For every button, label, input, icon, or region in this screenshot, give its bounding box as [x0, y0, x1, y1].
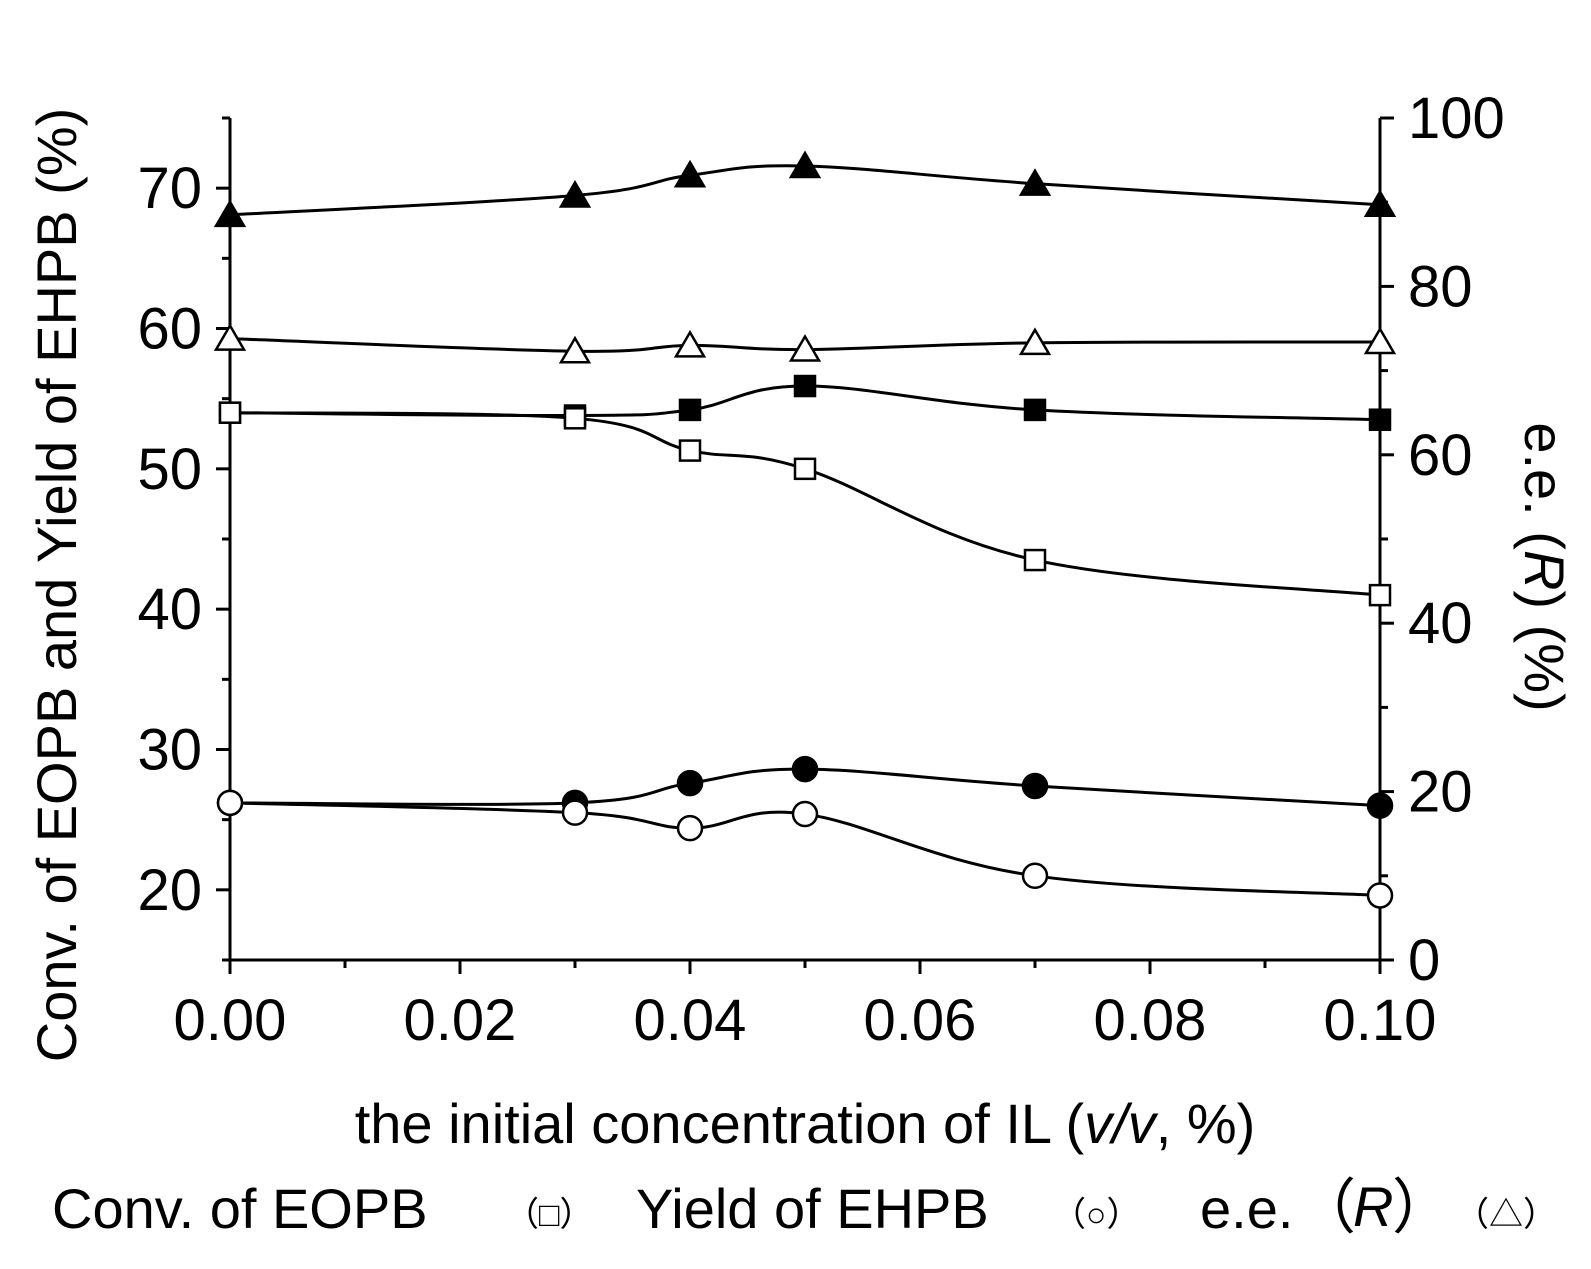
x-tick-label: 0.06	[864, 988, 977, 1053]
axes	[228, 118, 1382, 962]
series-markers	[213, 150, 1397, 909]
data-point-square-filled	[1023, 398, 1047, 422]
legend-ee-symbol: （△）	[1455, 1196, 1557, 1234]
legend-yield-symbol: （○）	[1052, 1196, 1141, 1234]
x-axis-title-prefix: the initial concentration of IL (	[355, 1092, 1085, 1155]
series-line-triangle-open	[229, 337, 1381, 353]
data-point-triangle-filled	[213, 199, 247, 228]
y-left-axis-title: Conv. of EOPB and Yield of EHPB (%)	[25, 108, 88, 1063]
x-axis-title: the initial concentration of IL (v/v, %)	[355, 1092, 1256, 1155]
tick-labels: 0.00 0.02 0.04 0.06 0.08 0.10 20 30 40 50 60 70 0 20 4…	[137, 86, 1504, 1053]
y-left-tick-label: 50	[137, 437, 202, 502]
data-point-square-filled	[678, 398, 702, 422]
series-line-square-open	[229, 411, 1381, 597]
data-point-circle-open	[791, 800, 819, 828]
series-line-circle-open	[229, 801, 1381, 897]
data-point-square-open	[1023, 548, 1047, 572]
y-left-tick-label: 70	[137, 156, 202, 221]
x-tick-label: 0.02	[404, 988, 517, 1053]
data-point-triangle-open	[1363, 326, 1397, 355]
data-point-triangle-filled	[673, 159, 707, 188]
data-point-circle-filled	[1021, 772, 1049, 800]
legend-yield-label: Yield of EHPB	[636, 1177, 989, 1240]
series-line-triangle-filled	[229, 164, 1381, 217]
data-point-circle-filled	[791, 755, 819, 783]
data-point-circle-filled	[676, 769, 704, 797]
data-point-circle-filled	[1366, 792, 1394, 819]
y-right-tick-label: 0	[1408, 928, 1440, 993]
legend-ee-label: e.e.	[1200, 1177, 1293, 1240]
data-point-circle-open	[216, 789, 244, 817]
legend-conv-label: Conv. of EOPB	[52, 1177, 428, 1240]
tick-marks	[216, 116, 1394, 974]
data-point-square-open	[218, 401, 242, 424]
data-point-circle-open	[1366, 882, 1394, 909]
series-lines	[229, 164, 1381, 897]
data-point-square-filled	[1368, 408, 1392, 431]
data-point-triangle-filled	[1018, 168, 1052, 196]
data-point-square-open	[1368, 583, 1392, 607]
y-right-tick-label: 20	[1408, 760, 1473, 825]
x-axis-title-italic: v/v	[1084, 1092, 1159, 1155]
data-point-circle-open	[1021, 862, 1049, 890]
legend: Conv. of EOPB （□） Yield of EHPB （○） e.e.…	[52, 1174, 1557, 1241]
data-point-triangle-filled	[1363, 189, 1397, 217]
series-line-circle-filled	[229, 767, 1381, 808]
y-right-axis-title: e.e. (R) (%)	[1513, 422, 1576, 711]
legend-conv-symbol: （□）	[505, 1196, 594, 1234]
y-left-tick-label: 30	[137, 718, 202, 783]
legend-ee-close: ）	[1392, 1174, 1452, 1241]
data-point-triangle-open	[558, 335, 592, 364]
data-point-circle-open	[676, 814, 704, 842]
y-left-tick-label: 60	[137, 297, 202, 362]
data-point-triangle-open	[1018, 327, 1052, 356]
x-tick-label: 0.00	[174, 988, 287, 1053]
y-right-tick-label: 60	[1408, 423, 1473, 488]
data-point-triangle-open	[213, 323, 247, 351]
x-tick-label: 0.10	[1324, 988, 1437, 1053]
x-axis-title-suffix: , %)	[1156, 1092, 1256, 1155]
data-point-triangle-open	[673, 329, 707, 358]
data-point-triangle-filled	[788, 150, 822, 179]
y-left-tick-label: 20	[137, 858, 202, 923]
data-point-square-filled	[793, 374, 817, 398]
data-point-triangle-open	[788, 334, 822, 362]
x-tick-label: 0.04	[634, 988, 747, 1053]
y-left-tick-label: 40	[137, 577, 202, 642]
y-right-tick-label: 80	[1408, 254, 1473, 319]
data-point-triangle-filled	[558, 179, 592, 208]
legend-ee-italic: R	[1353, 1175, 1393, 1238]
y-right-tick-label: 100	[1408, 86, 1505, 151]
data-point-circle-open	[561, 799, 589, 826]
data-point-square-open	[793, 457, 817, 481]
y-right-axis-title-prefix: e.e. (	[1513, 422, 1576, 550]
y-right-axis-title-italic: R	[1513, 550, 1576, 590]
legend-ee-open: （	[1296, 1174, 1356, 1241]
legend-ee-prefix: e.e.	[1200, 1177, 1293, 1240]
x-tick-label: 0.08	[1094, 988, 1207, 1053]
y-right-axis-title-suffix: ) (%)	[1513, 590, 1576, 711]
y-right-tick-label: 40	[1408, 591, 1473, 656]
data-point-square-open	[563, 407, 587, 430]
data-point-square-open	[678, 439, 702, 462]
